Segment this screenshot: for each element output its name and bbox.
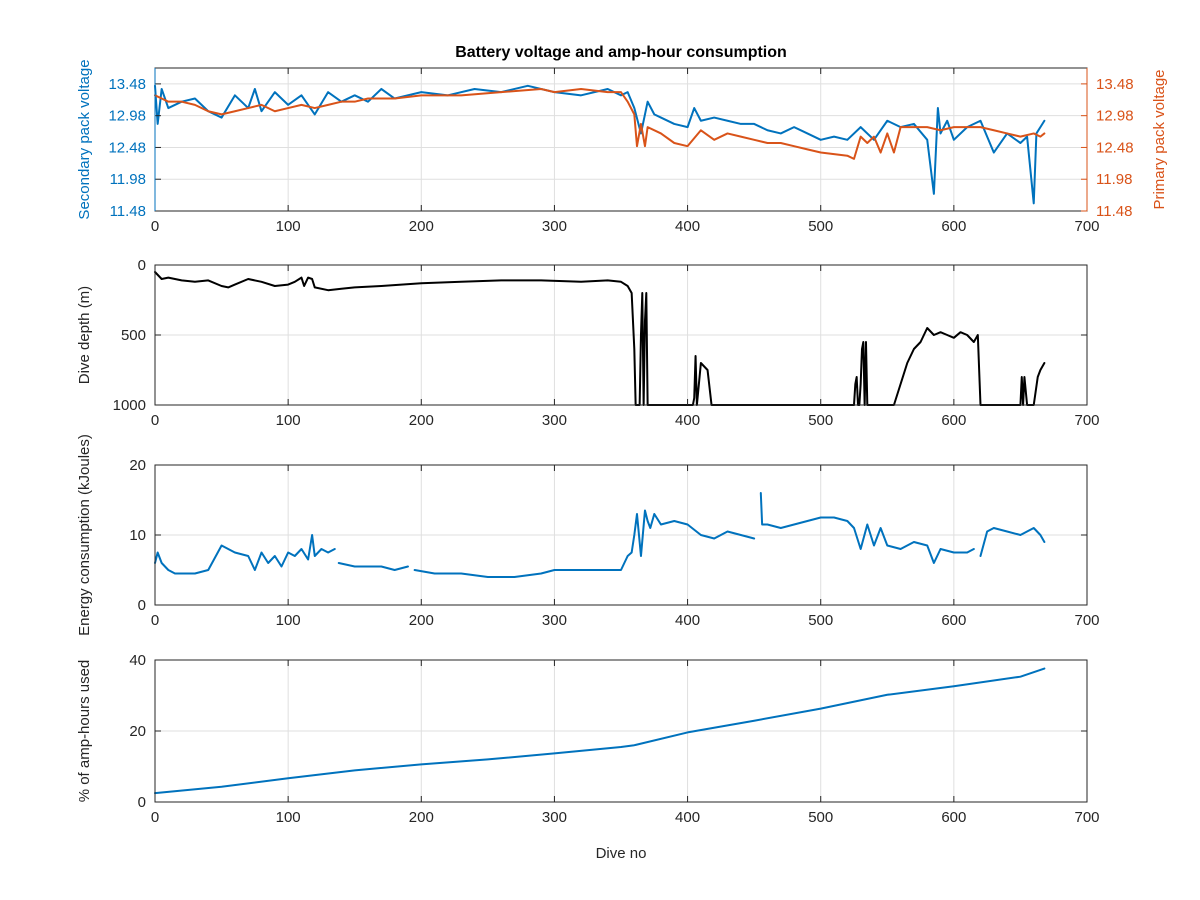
x-tick-label: 100	[276, 412, 301, 429]
x-tick-label: 0	[151, 809, 159, 826]
x-tick-label: 200	[409, 612, 434, 629]
x-tick-label: 400	[675, 218, 700, 235]
y2-axis-label: Primary pack voltage	[1151, 69, 1168, 209]
y-tick-label: 0	[138, 794, 146, 811]
x-tick-label: 700	[1074, 218, 1099, 235]
x-tick-label: 300	[542, 612, 567, 629]
x-tick-label: 0	[151, 612, 159, 629]
y-axis-label: % of amp-hours used	[76, 660, 93, 803]
y-tick-label: 10	[129, 527, 146, 544]
x-tick-label: 400	[675, 412, 700, 429]
y-axis-label: Dive depth (m)	[76, 286, 93, 384]
x-tick-label: 100	[276, 218, 301, 235]
x-tick-label: 700	[1074, 809, 1099, 826]
x-tick-label: 600	[941, 809, 966, 826]
y2-tick-label: 12.48	[1096, 139, 1134, 156]
x-tick-label: 400	[675, 809, 700, 826]
subplot-1: 0 100 200 300 400 500 600 70011.4811.9812.4812.…	[76, 59, 1168, 235]
x-tick-label: 500	[808, 412, 833, 429]
x-tick-label: 0	[151, 218, 159, 235]
subplot-2: 0 100 200 300 400 500 600 700 0 500 1000 Dive depth…	[76, 257, 1100, 429]
y-tick-label: 20	[129, 457, 146, 474]
y-tick-label: 11.48	[110, 203, 146, 220]
x-tick-label: 100	[276, 809, 301, 826]
y2-tick-label: 11.48	[1096, 203, 1132, 220]
x-tick-label: 300	[542, 809, 567, 826]
y-tick-label: 12.98	[108, 108, 146, 125]
x-tick-label: 700	[1074, 412, 1099, 429]
x-tick-label: 200	[409, 218, 434, 235]
series-line-2	[154, 87, 1046, 160]
y2-tick-label: 13.48	[1096, 76, 1134, 93]
subplot-4: 0 100 200 300 400 500 600 700 0 20 40 % of amp-hour…	[76, 652, 1100, 862]
y2-tick-label: 11.98	[1096, 171, 1132, 188]
y-tick-label: 0	[138, 257, 146, 274]
y2-tick-label: 12.98	[1096, 108, 1134, 125]
y-tick-label: 0	[138, 597, 146, 614]
y-axis-label: Energy consumption (kJoules)	[76, 434, 93, 636]
x-tick-label: 500	[808, 612, 833, 629]
subplot-3: 0 100 200 300 400 500 600 700 0 10 20 Energy consum…	[76, 434, 1100, 636]
y-tick-label: 13.48	[108, 76, 146, 93]
x-tick-label: 200	[409, 412, 434, 429]
x-tick-label: 400	[675, 612, 700, 629]
x-tick-label: 0	[151, 412, 159, 429]
x-tick-label: 300	[542, 412, 567, 429]
x-tick-label: 600	[941, 412, 966, 429]
y-tick-label: 20	[129, 723, 146, 740]
series-line-1	[154, 667, 1046, 795]
y-tick-label: 12.48	[108, 139, 146, 156]
chart-title: Battery voltage and amp-hour consumption	[455, 44, 787, 61]
x-axis-label: Dive no	[596, 845, 647, 862]
series-line-1	[154, 492, 1046, 578]
y-tick-label: 500	[121, 327, 146, 344]
x-tick-label: 100	[276, 612, 301, 629]
series-line-1	[154, 84, 1046, 205]
x-tick-label: 700	[1074, 612, 1099, 629]
x-tick-label: 600	[941, 612, 966, 629]
x-tick-label: 300	[542, 218, 567, 235]
y-tick-label: 40	[129, 652, 146, 669]
x-tick-label: 500	[808, 809, 833, 826]
x-tick-label: 600	[941, 218, 966, 235]
y-tick-label: 11.98	[110, 171, 146, 188]
x-tick-label: 200	[409, 809, 434, 826]
subplots: 0 100 200 300 400 500 600 70011.4811.9812.4812.…	[76, 59, 1168, 862]
y-tick-label: 1000	[113, 397, 146, 414]
y-axis-label: Secondary pack voltage	[76, 59, 93, 219]
x-tick-label: 500	[808, 218, 833, 235]
